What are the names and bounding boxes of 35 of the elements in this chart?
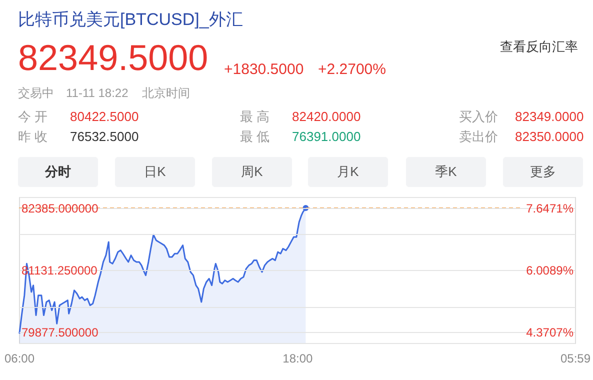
y-tick-label: 79877.500000 <box>22 325 99 340</box>
text: 11-11 18:22 <box>66 86 129 100</box>
text: 查看反向汇率 <box>500 39 578 54</box>
x-tick-label: 05:59 <box>560 352 591 366</box>
y2-tick-label: 4.3707% <box>526 325 574 340</box>
y2-tick-label: 6.0089% <box>526 263 574 278</box>
text: 北京时间 <box>142 86 190 100</box>
y2-tick-label: 7.6471% <box>526 201 574 216</box>
text: +1830.5000 <box>224 61 304 78</box>
chart-title: 比特币兑美元[BTCUSD]_外汇 <box>18 10 243 29</box>
text: 卖出价 <box>459 129 498 144</box>
x-tick-label: 06:00 <box>4 352 35 366</box>
text: 周K <box>241 164 264 179</box>
text: +2.2700% <box>318 61 386 78</box>
text: 分时 <box>44 164 71 179</box>
text: 交易中 <box>18 86 54 100</box>
text: 买入价 <box>459 109 498 124</box>
text: 82420.0000 <box>292 109 361 124</box>
text: 最 低 <box>240 129 270 144</box>
text: 昨 收 <box>18 129 48 144</box>
y-tick-label: 81131.250000 <box>22 263 98 278</box>
text: 82349.5000 <box>18 37 208 78</box>
text: 80422.5000 <box>70 109 139 124</box>
text: 最 高 <box>240 109 270 124</box>
text: 82350.0000 <box>515 129 584 144</box>
text: 今 开 <box>18 109 48 124</box>
text: 76532.5000 <box>70 129 139 144</box>
x-tick-label: 18:00 <box>282 352 314 366</box>
text: 季K <box>435 164 458 179</box>
text: 月K <box>337 164 360 179</box>
text: 日K <box>144 164 166 179</box>
text: 更多 <box>530 164 556 179</box>
y-tick-label: 82385.000000 <box>22 201 99 216</box>
text: 76391.0000 <box>292 129 361 144</box>
text: 82349.0000 <box>515 109 584 124</box>
